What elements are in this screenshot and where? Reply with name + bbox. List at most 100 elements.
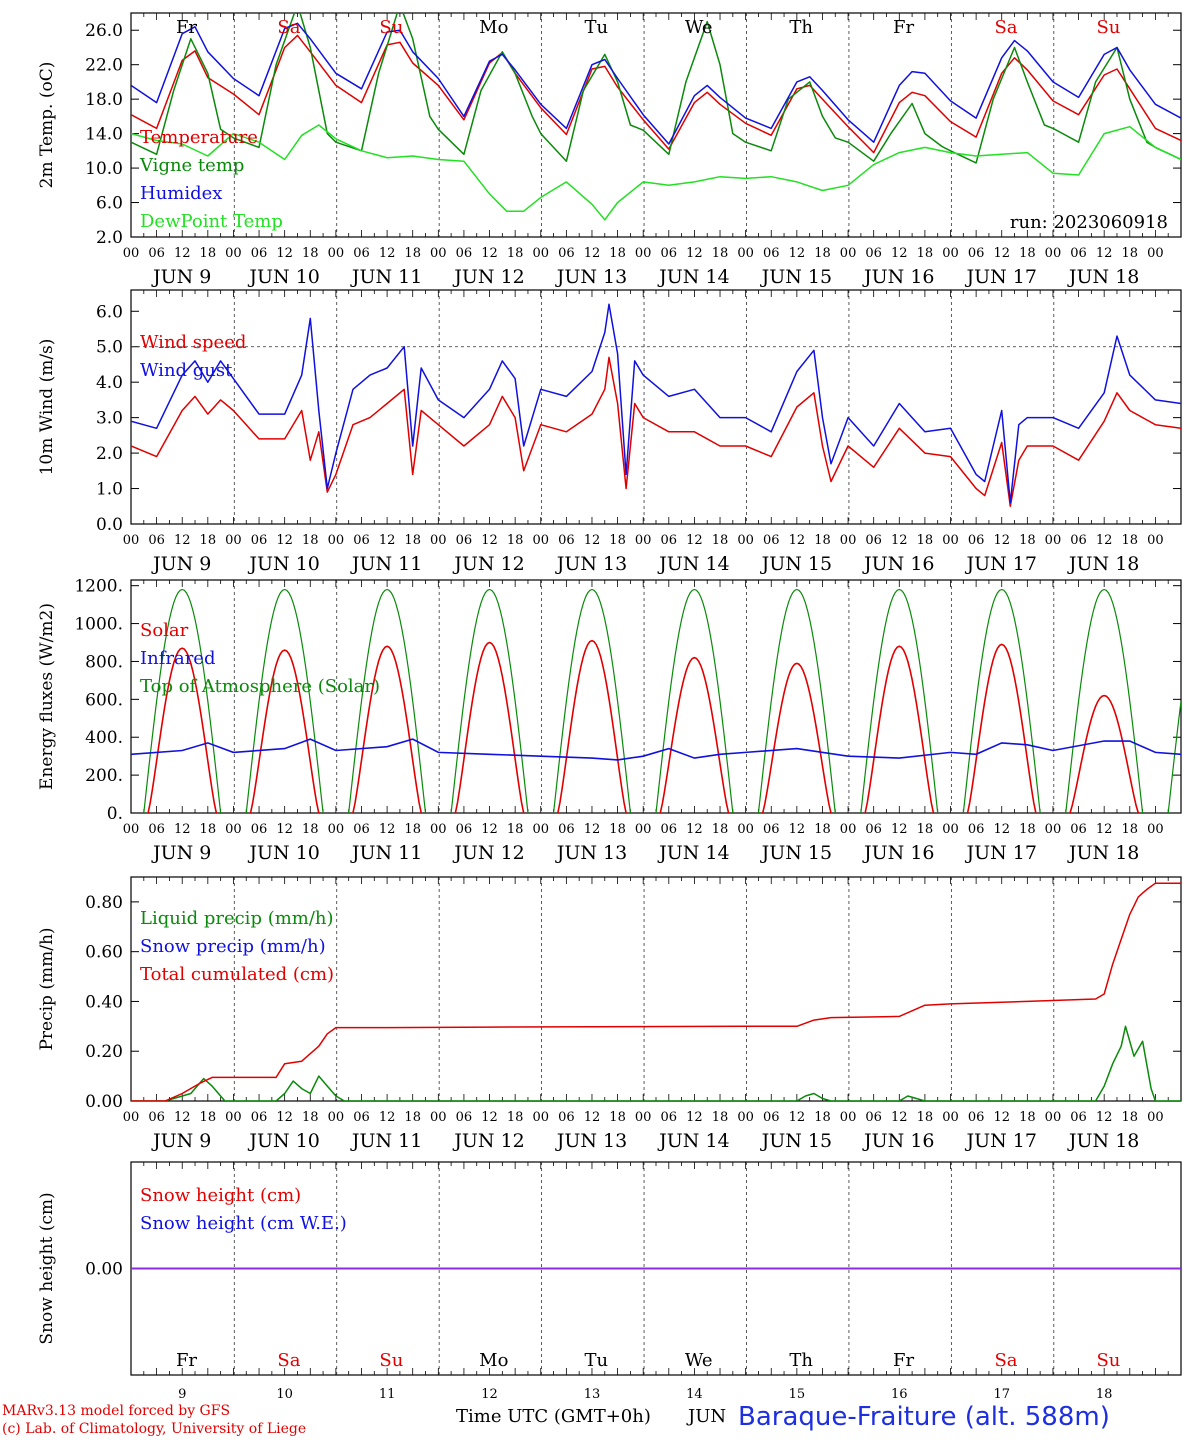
x-hour-label: 12 (379, 1110, 396, 1125)
weekday-label: We (685, 17, 713, 38)
x-hour-label: 18 (609, 822, 626, 837)
x-day-label: JUN 15 (760, 1130, 832, 1152)
weekday-label: Su (379, 1350, 403, 1371)
x-hour-label: 12 (789, 1110, 806, 1125)
x-hour-label: 18 (507, 1110, 524, 1125)
x-hour-label: 18 (917, 246, 934, 261)
day-number: 18 (1096, 1387, 1113, 1402)
x-hour-label: 18 (1019, 246, 1036, 261)
x-hour-label: 12 (1096, 246, 1113, 261)
weekday-label: Sa (277, 17, 300, 38)
toa-solar-line (757, 588, 836, 813)
x-hour-label: 06 (353, 246, 370, 261)
toa-solar-line (860, 588, 939, 813)
x-hour-label: 18 (1122, 1110, 1139, 1125)
day-number: 17 (993, 1387, 1010, 1402)
weekday-label: We (685, 1350, 713, 1371)
weekday-label: Fr (893, 1350, 914, 1371)
x-hour-label: 12 (789, 533, 806, 548)
toa-solar-line (143, 588, 222, 813)
y-tick-label: 0.00 (85, 1260, 123, 1280)
legend-wind-gust: Wind gust (140, 360, 233, 381)
x-hour-label: 00 (328, 1110, 345, 1125)
x-hour-label: 12 (993, 246, 1010, 261)
solar-line (966, 643, 1037, 813)
x-hour-label: 12 (379, 533, 396, 548)
x-hour-label: 00 (430, 822, 447, 837)
x-hour-label: 18 (712, 1110, 729, 1125)
x-hour-label: 06 (558, 246, 575, 261)
x-hour-label: 06 (763, 533, 780, 548)
series-line-wind-speed (131, 356, 1181, 508)
x-day-label: JUN 10 (247, 842, 319, 864)
x-hour-label: 00 (635, 822, 652, 837)
series-group-wind (131, 303, 1181, 508)
x-hour-label: 18 (1019, 1110, 1036, 1125)
x-hour-label: 00 (1045, 533, 1062, 548)
series-line-dewpoint-temp (131, 124, 1181, 221)
x-hour-label: 06 (456, 533, 473, 548)
day-number: 11 (379, 1387, 396, 1402)
x-day-label: JUN 18 (1067, 553, 1139, 575)
x-hour-label: 18 (609, 533, 626, 548)
x-hour-label: 00 (225, 246, 242, 261)
x-hour-label: 18 (917, 1110, 934, 1125)
y-tick-label: 0.60 (85, 943, 123, 963)
x-hour-label: 00 (635, 533, 652, 548)
x-day-label: JUN 11 (350, 1130, 422, 1152)
x-day-label: JUN 12 (452, 842, 524, 864)
weekday-label: Sa (994, 1350, 1017, 1371)
x-hour-label: 06 (251, 822, 268, 837)
x-hour-label: 06 (148, 822, 165, 837)
x-hour-label: 12 (584, 533, 601, 548)
x-hour-label: 18 (507, 246, 524, 261)
x-hour-label: 18 (200, 822, 217, 837)
x-hour-label: 18 (609, 246, 626, 261)
x-hour-label: 00 (328, 822, 345, 837)
legend-top-of-atmosphere-solar-: Top of Atmosphere (Solar) (140, 676, 380, 697)
x-hour-label: 00 (532, 246, 549, 261)
x-hour-label: 00 (532, 1110, 549, 1125)
legend-wind-speed: Wind speed (140, 332, 246, 353)
x-hour-label: 12 (891, 533, 908, 548)
y-axis-label: Precip (mm/h) (37, 927, 57, 1050)
x-hour-label: 06 (968, 822, 985, 837)
y-tick-label: 0. (107, 804, 123, 824)
x-day-label: JUN 14 (657, 842, 729, 864)
legend-temperature: Temperature (140, 127, 258, 148)
x-hour-label: 18 (302, 1110, 319, 1125)
x-hour-label: 18 (917, 822, 934, 837)
x-hour-label: 12 (789, 246, 806, 261)
weekday-label: Tu (584, 1350, 608, 1371)
y-tick-label: 600. (85, 690, 123, 710)
x-hour-label: 00 (1045, 822, 1062, 837)
x-hour-label: 00 (123, 533, 140, 548)
x-hour-label: 00 (123, 246, 140, 261)
solar-line (659, 656, 730, 813)
x-day-label: JUN 16 (862, 842, 934, 864)
x-hour-label: 18 (1122, 533, 1139, 548)
x-hour-label: 12 (276, 1110, 293, 1125)
x-hour-label: 06 (251, 533, 268, 548)
x-hour-label: 06 (456, 1110, 473, 1125)
legend-vigne-temp: Vigne temp (139, 155, 244, 176)
x-hour-label: 12 (891, 822, 908, 837)
x-hour-label: 00 (1045, 1110, 1062, 1125)
infrared-line (131, 738, 1181, 761)
series-group-precip (131, 882, 1181, 1101)
x-day-label: JUN 10 (247, 1130, 319, 1152)
y-tick-label: 200. (85, 766, 123, 786)
x-hour-label: 00 (635, 1110, 652, 1125)
x-hour-label: 12 (584, 822, 601, 837)
toa-solar-line (245, 588, 324, 813)
y-tick-label: 6.0 (96, 302, 123, 322)
x-day-label: JUN 12 (452, 553, 524, 575)
solar-line (249, 649, 320, 813)
x-hour-label: 12 (379, 246, 396, 261)
toa-solar-line (1065, 588, 1144, 813)
y-tick-label: 0.0 (96, 515, 123, 535)
series-line-humidex (131, 22, 1181, 145)
x-day-label: JUN 13 (555, 266, 627, 288)
weekday-label: Sa (277, 1350, 300, 1371)
y-tick-label: 1000. (74, 615, 123, 635)
